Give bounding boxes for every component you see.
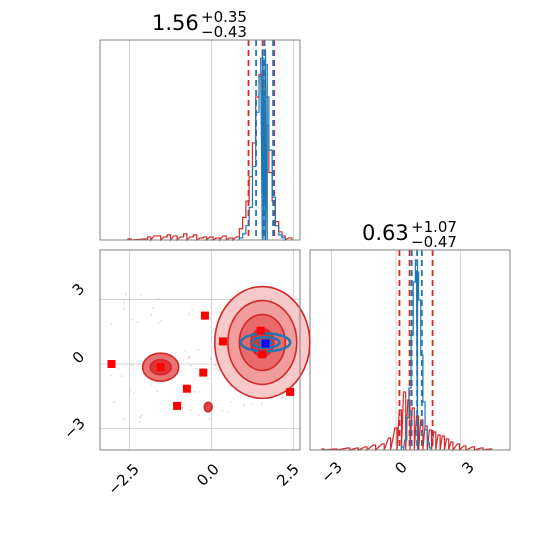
- sample-point: [120, 375, 123, 378]
- sample-point: [209, 358, 212, 361]
- sample-point: [214, 364, 217, 367]
- marker-square: [256, 326, 265, 335]
- marker-square: [218, 337, 227, 346]
- sample-point: [123, 301, 126, 304]
- x-tick-label: 0: [391, 458, 410, 477]
- x-tick-label: −3: [317, 458, 345, 486]
- sample-point: [187, 357, 190, 359]
- sample-point: [123, 418, 126, 421]
- marker-square: [200, 311, 209, 320]
- sample-point: [113, 401, 116, 404]
- marker-square: [258, 350, 267, 359]
- marker-square: [182, 384, 191, 393]
- sample-point: [251, 403, 254, 406]
- sample-point: [156, 390, 159, 393]
- title-y-param: 0.63 +1.07 −0.47: [362, 218, 457, 251]
- sample-point: [138, 421, 141, 423]
- y-tick-labels: 3 0 −3: [60, 280, 88, 443]
- panel-frame: [99, 249, 301, 451]
- title-x-param: 1.56 +0.35 −0.43: [152, 8, 247, 41]
- sample-point: [131, 318, 134, 321]
- sample-point: [160, 320, 163, 323]
- marginal-y-panel: [309, 249, 511, 452]
- y-tick-label: 3: [69, 280, 88, 299]
- sample-point: [221, 410, 224, 412]
- sample-point: [133, 392, 136, 395]
- panel-frame: [99, 39, 301, 241]
- sample-point: [110, 374, 112, 377]
- sample-point: [197, 348, 200, 351]
- sample-point: [215, 368, 218, 370]
- sample-point: [150, 313, 153, 316]
- sample-point: [157, 297, 159, 300]
- title-x-minus: −0.43: [201, 23, 247, 41]
- x-tick-labels-right: −3 0 3: [317, 458, 477, 486]
- joint-panel: [99, 249, 311, 451]
- density-contour: [203, 401, 213, 413]
- sample-point: [140, 414, 143, 417]
- sample-point: [184, 350, 187, 352]
- sample-point: [181, 407, 184, 409]
- sample-point: [190, 409, 192, 412]
- title-x-value: 1.56: [152, 11, 199, 35]
- sample-point: [123, 307, 125, 310]
- x-tick-labels: −2.5 0.0 2.5: [104, 460, 302, 498]
- sample-point: [110, 323, 113, 326]
- sample-point: [230, 400, 232, 403]
- sample-point: [129, 389, 132, 392]
- y-tick-label: 0: [69, 348, 88, 367]
- sample-point: [130, 363, 133, 366]
- sample-point: [207, 378, 210, 381]
- sample-point: [191, 308, 194, 311]
- marker-square: [107, 359, 116, 368]
- sample-point: [214, 360, 217, 363]
- sample-point: [188, 355, 191, 358]
- sample-point: [217, 369, 220, 372]
- sample-point: [195, 367, 197, 370]
- sample-point: [139, 416, 142, 419]
- x-tick-label: 0.0: [193, 460, 223, 490]
- sample-point: [242, 404, 245, 406]
- marker-square: [261, 339, 270, 348]
- sample-point: [193, 390, 196, 393]
- marker-square: [286, 387, 295, 396]
- marginal-x-panel: [99, 39, 301, 242]
- y-tick-label: −3: [60, 414, 88, 442]
- title-y-value: 0.63: [362, 221, 409, 245]
- x-tick-label: −2.5: [104, 460, 142, 498]
- sample-point: [157, 322, 160, 325]
- sample-point: [117, 367, 120, 370]
- sample-point: [125, 293, 127, 296]
- title-y-minus: −0.47: [411, 233, 457, 251]
- title-x-plus: +0.35: [201, 8, 247, 26]
- sample-point: [190, 364, 193, 367]
- sample-point: [260, 402, 263, 405]
- x-tick-label: 3: [458, 458, 477, 477]
- marker-square: [173, 401, 182, 410]
- sample-point: [136, 321, 139, 324]
- sample-point: [198, 390, 201, 393]
- sample-point: [151, 307, 154, 309]
- title-y-plus: +1.07: [411, 218, 457, 236]
- sample-point: [150, 382, 153, 385]
- sample-point: [208, 418, 211, 420]
- sample-point: [188, 312, 190, 315]
- sample-point: [139, 293, 142, 296]
- sample-point: [198, 414, 200, 417]
- sample-point: [281, 396, 284, 399]
- histogram-series: [238, 49, 286, 241]
- density-contour: [250, 335, 281, 350]
- marker-square: [199, 368, 208, 377]
- x-tick-label: 2.5: [273, 460, 303, 490]
- sample-point: [227, 411, 230, 414]
- marker-square: [156, 363, 165, 372]
